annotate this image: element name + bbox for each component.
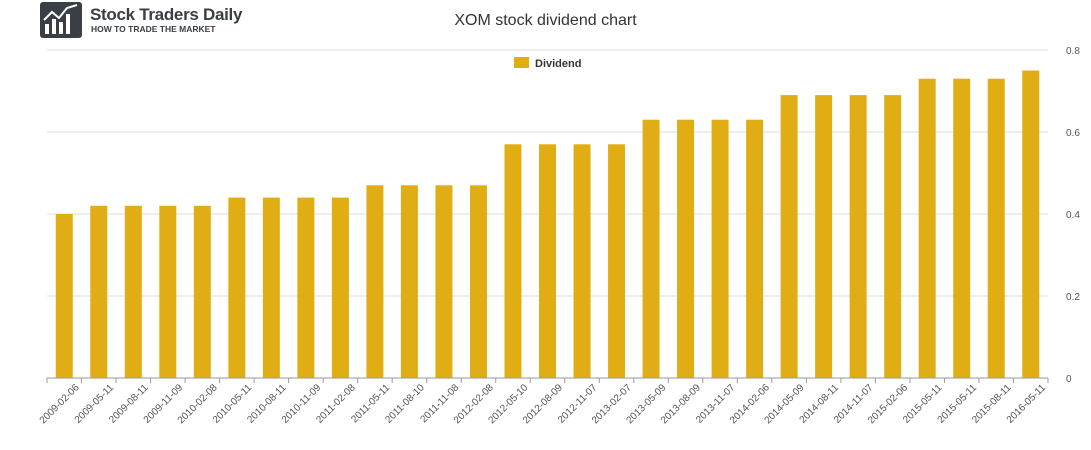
chart-logo-icon (40, 2, 82, 38)
bar (953, 78, 971, 378)
bar (711, 119, 729, 378)
y-tick-label: 0.2 (1066, 292, 1080, 303)
y-tick-label: 0.8 (1066, 46, 1080, 57)
bar (366, 185, 384, 378)
bar (1022, 70, 1040, 378)
bar (400, 185, 418, 378)
bar (746, 119, 764, 378)
bar (815, 95, 833, 378)
y-tick-label: 0.4 (1066, 210, 1080, 221)
bar (884, 95, 902, 378)
legend-swatch (514, 57, 529, 68)
brand-logo: Stock Traders Daily HOW TO TRADE THE MAR… (40, 2, 243, 40)
brand-tagline: HOW TO TRADE THE MARKET (91, 24, 216, 34)
bar (228, 197, 246, 378)
bar (504, 144, 522, 378)
legend-label: Dividend (535, 58, 581, 70)
bar (642, 119, 660, 378)
bar (159, 205, 177, 378)
bar (918, 78, 936, 378)
bar (55, 214, 73, 378)
bar (987, 78, 1005, 378)
bar (331, 197, 349, 378)
bar (608, 144, 626, 378)
bars (55, 70, 1040, 378)
bar (297, 197, 315, 378)
bar (90, 205, 108, 378)
bar (849, 95, 867, 378)
legend: Dividend (514, 57, 581, 70)
y-tick-label: 0 (1066, 374, 1072, 385)
bar (469, 185, 487, 378)
bar (573, 144, 591, 378)
bar (780, 95, 798, 378)
bar (262, 197, 280, 378)
chart-title: XOM stock dividend chart (454, 12, 637, 29)
bar (124, 205, 142, 378)
bar (435, 185, 453, 378)
bar (193, 205, 211, 378)
bar (539, 144, 556, 378)
brand-name: Stock Traders Daily (90, 5, 243, 24)
bar (677, 119, 695, 378)
y-tick-label: 0.6 (1066, 128, 1080, 139)
